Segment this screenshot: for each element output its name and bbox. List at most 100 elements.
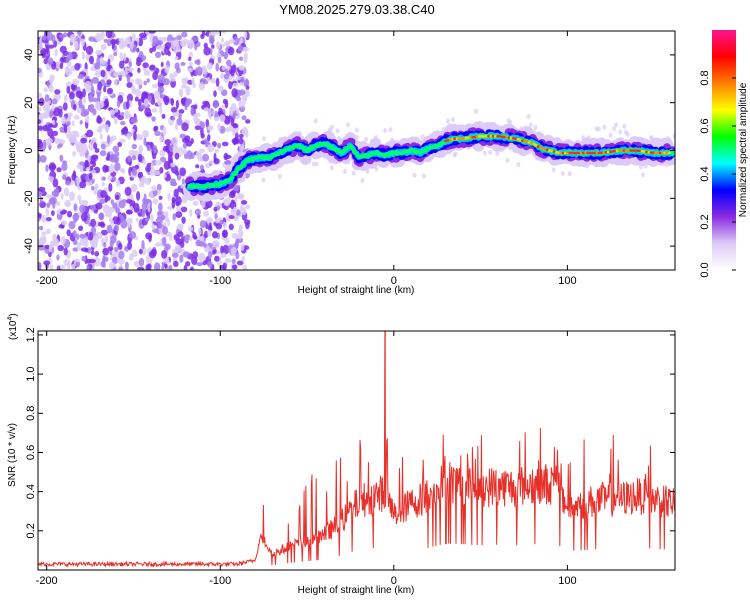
ridge-core [663,151,667,155]
noise-speck [161,36,168,42]
noise-speck [184,234,191,241]
noise-speck [234,196,238,203]
noise-speck [138,248,143,255]
noise-speck [222,98,227,105]
noise-speck [94,148,100,153]
noise-speck [102,255,106,264]
noise-speck [60,115,66,125]
noise-speck [142,92,149,97]
x-tick-label: -200 [36,275,58,287]
noise-speck [208,35,215,45]
noise-speck [185,261,191,267]
noise-speck [207,144,215,153]
noise-speck [47,128,54,137]
noise-speck [107,58,111,68]
noise-speck [63,259,71,266]
noise-speck [72,78,80,86]
y-tick-label: 0.4 [25,484,37,499]
noise-speck [176,35,183,41]
noise-speck [238,133,244,139]
noise-speck [245,204,251,210]
noise-speck [157,211,162,216]
noise-speck [38,119,42,124]
noise-speck [101,181,105,187]
ridge-core [457,137,461,140]
noise-speck [38,97,45,107]
noise-speck [241,115,247,121]
noise-speck [122,198,127,204]
noise-speck [94,62,101,70]
noise-speck [111,176,117,182]
noise-speck [162,211,169,217]
noise-speck [140,105,147,110]
noise-speck [156,216,163,225]
faint-speck [672,133,675,139]
noise-speck [238,65,245,71]
noise-speck [167,218,170,227]
faint-speck [343,169,347,174]
noise-speck [40,48,47,56]
ridge-core [563,151,568,155]
noise-speck [99,198,106,204]
noise-speck [97,100,105,109]
noise-speck [63,125,68,134]
noise-speck [46,194,53,199]
noise-speck [142,130,150,138]
noise-speck [158,195,163,200]
noise-speck [120,168,126,174]
noise-speck [194,208,201,216]
noise-speck [164,45,170,56]
noise-speck [202,100,210,106]
noise-speck [142,62,149,69]
noise-speck [159,135,164,143]
x-tick-label: -100 [209,275,231,287]
noise-speck [96,128,103,133]
noise-speck [140,55,147,61]
noise-speck [212,109,216,116]
noise-speck [63,247,68,256]
noise-speck [84,159,89,168]
noise-speck [114,151,120,158]
noise-speck [207,261,213,268]
noise-speck [177,147,183,152]
ridge-core [536,145,541,148]
noise-speck [131,85,137,95]
noise-speck [220,245,224,254]
noise-speck [170,106,178,113]
noise-speck [167,193,171,202]
noise-speck [192,231,197,240]
noise-speck [121,127,128,135]
noise-speck [205,218,212,223]
ridge-blob [230,175,235,179]
noise-speck [53,188,60,198]
noise-speck [159,106,163,115]
faint-speck [412,172,417,178]
noise-speck [114,107,119,113]
noise-speck [232,206,238,214]
noise-speck [116,100,121,108]
noise-speck [95,32,102,42]
noise-speck [198,81,206,91]
noise-speck [71,120,75,127]
noise-speck [48,162,56,172]
noise-speck [199,220,207,229]
noise-speck [106,87,113,95]
noise-speck [51,98,58,105]
noise-speck [106,209,112,218]
noise-speck [138,257,145,267]
noise-speck [213,31,221,35]
noise-speck [181,84,188,89]
noise-speck [57,143,61,149]
noise-speck [180,206,188,213]
noise-speck [139,32,147,38]
ridge-core [665,151,669,155]
noise-speck [112,250,120,258]
noise-speck [39,155,47,163]
ridge-core [577,151,581,155]
noise-speck [109,153,117,163]
noise-speck [41,231,47,236]
snr-x-label: Height of straight line (km) [298,585,415,596]
noise-speck [181,77,188,85]
noise-speck [195,239,201,247]
noise-speck [178,113,182,119]
